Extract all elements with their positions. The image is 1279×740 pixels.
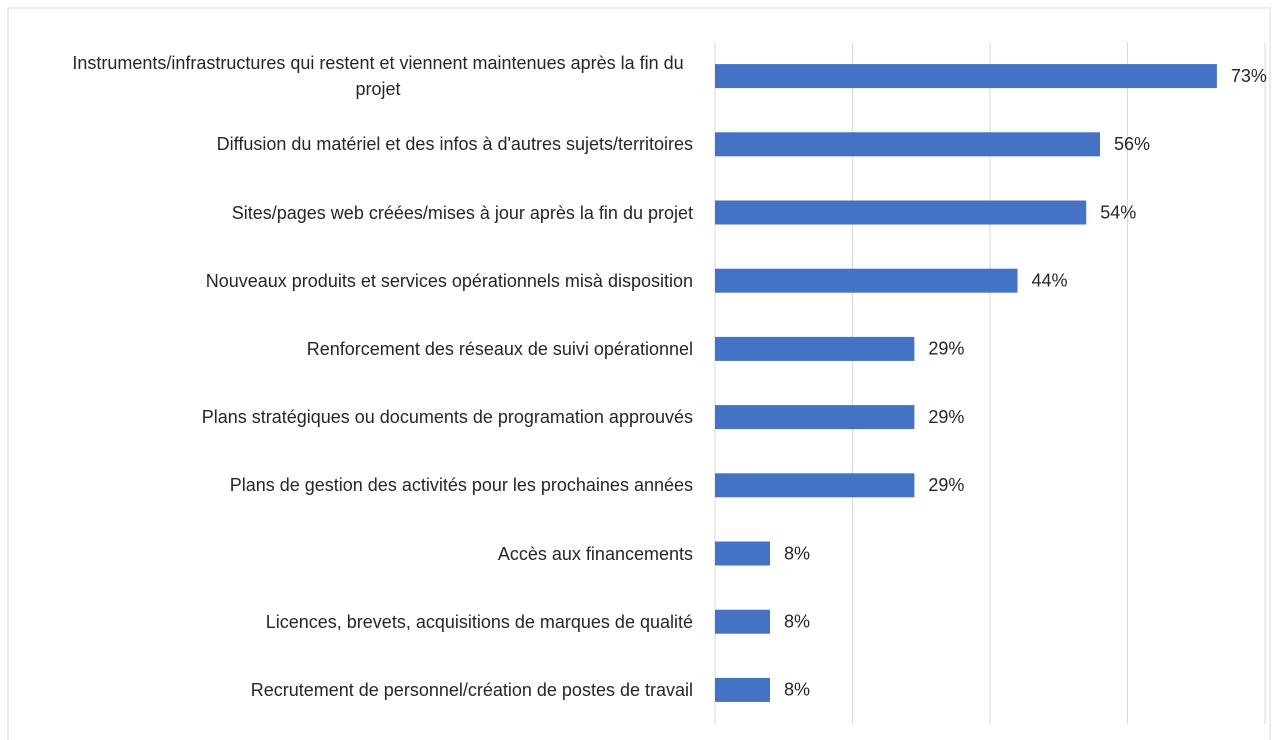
- y-tick-label: Diffusion du matériel et des infos à d'a…: [216, 134, 693, 155]
- data-label: 29%: [928, 339, 964, 359]
- y-tick-label: Recrutement de personnel/création de pos…: [250, 679, 693, 700]
- y-tick-label-box: Plans de gestion des activités pour les …: [230, 451, 693, 519]
- y-tick-label: Instruments/infrastructures qui restent …: [72, 53, 684, 100]
- y-tick-label-box: Recrutement de personnel/création de pos…: [251, 656, 693, 724]
- y-tick-label-box: Renforcement des réseaux de suivi opérat…: [307, 315, 693, 383]
- y-tick-label-box: Diffusion du matériel et des infos à d'a…: [217, 110, 693, 178]
- chart-frame: [7, 7, 1271, 740]
- bar: [715, 609, 770, 634]
- bar: [715, 473, 915, 498]
- y-tick-label-box: Licences, brevets, acquisitions de marqu…: [266, 588, 693, 656]
- data-label: 29%: [928, 475, 964, 495]
- y-tick-label: Sites/pages web crééеs/mises à jour aprè…: [231, 202, 693, 223]
- y-tick-label-box: Nouveaux produits et services opérationn…: [206, 247, 693, 315]
- y-tick-label: Nouveaux produits et services opérationn…: [205, 270, 693, 291]
- bar: [715, 677, 770, 702]
- data-label: 29%: [928, 407, 964, 427]
- y-tick-label-box: Instruments/infrastructures qui restent …: [63, 42, 693, 110]
- y-tick-label-box: Accès aux financements: [498, 520, 693, 588]
- bar: [715, 405, 915, 430]
- y-tick-label: Accès aux financements: [497, 543, 693, 564]
- bar: [715, 541, 770, 566]
- y-tick-label-box: Plans stratégiques ou documents de progr…: [202, 383, 693, 451]
- data-label: 73%: [1231, 66, 1267, 86]
- data-label: 8%: [784, 543, 810, 563]
- bar: [715, 132, 1100, 157]
- data-label: 54%: [1100, 202, 1136, 222]
- data-label: 8%: [784, 680, 810, 700]
- y-tick-label: Licences, brevets, acquisitions de marqu…: [265, 611, 693, 632]
- y-tick-label-box: Sites/pages web crééеs/mises à jour aprè…: [232, 179, 693, 247]
- y-tick-label: Plans de gestion des activités pour les …: [229, 475, 693, 496]
- data-label: 44%: [1032, 270, 1068, 290]
- y-tick-label: Plans stratégiques ou documents de progr…: [201, 407, 693, 428]
- y-tick-label: Renforcement des réseaux de suivi opérat…: [306, 338, 693, 359]
- bar: [715, 200, 1087, 225]
- bar: [715, 336, 915, 361]
- bar: [715, 268, 1018, 293]
- data-label: 56%: [1114, 134, 1150, 154]
- data-label: 8%: [784, 611, 810, 631]
- bar: [715, 64, 1217, 89]
